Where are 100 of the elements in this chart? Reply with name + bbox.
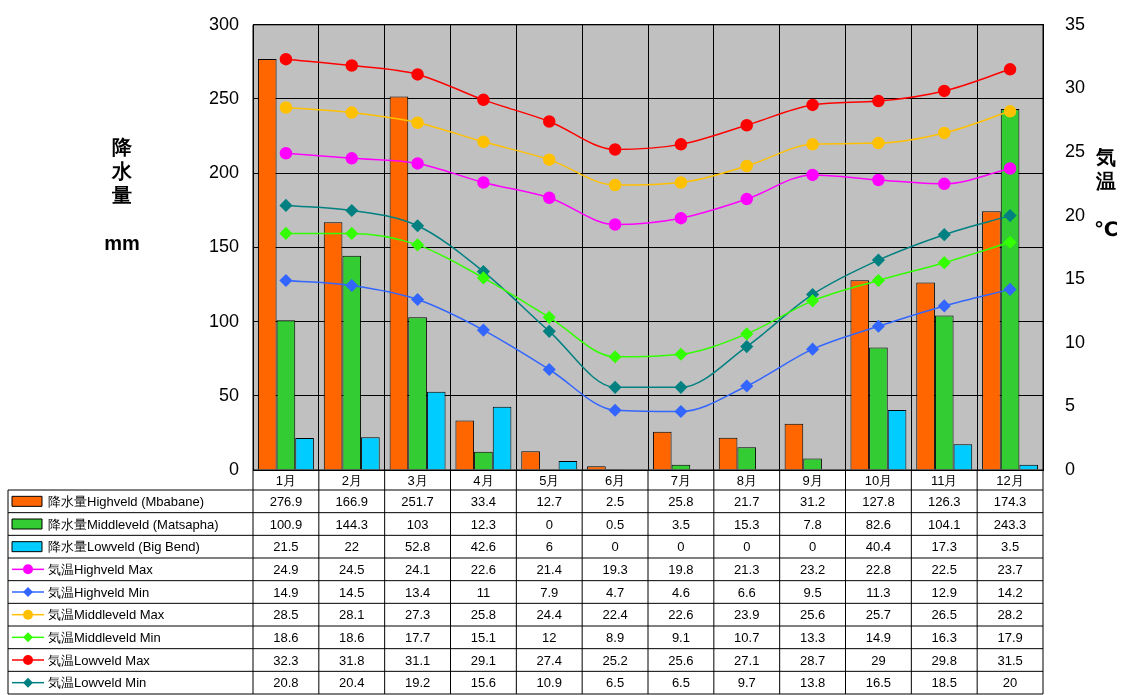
point — [543, 363, 556, 376]
y-tick-label: 150 — [208, 236, 239, 257]
point — [740, 159, 753, 173]
point — [938, 256, 951, 269]
data-label: 0 — [677, 539, 685, 555]
data-label: 24.4 — [536, 607, 562, 623]
x-tick-label: 2月 — [341, 473, 362, 489]
point — [674, 176, 688, 189]
point — [740, 192, 753, 206]
point — [1003, 63, 1017, 76]
data-label: 7.8 — [803, 516, 822, 532]
point — [872, 94, 885, 108]
data-label: 9.7 — [737, 675, 756, 691]
data-label: 17.7 — [404, 629, 431, 645]
data-label: 251.7 — [401, 493, 434, 509]
x-tick-label: 7月 — [670, 473, 692, 489]
data-label: 29.1 — [470, 652, 497, 668]
data-label: 28.7 — [799, 652, 826, 668]
point — [608, 178, 622, 192]
x-tick-label: 8月 — [736, 473, 757, 489]
point — [279, 101, 293, 114]
data-label: 25.7 — [865, 607, 892, 623]
point — [1003, 236, 1017, 249]
legend-label: 降水量Highveld (Mbabane) — [48, 493, 205, 509]
data-label: 15.6 — [470, 675, 497, 691]
legend-label: 降水量Middleveld (Matsapha) — [48, 516, 219, 532]
data-label: 28.2 — [997, 607, 1023, 623]
data-label: 17.9 — [997, 629, 1023, 645]
x-tick-label: 1月 — [275, 473, 297, 489]
data-label: 14.5 — [339, 584, 365, 600]
point — [1003, 105, 1017, 118]
data-label: 127.8 — [862, 493, 895, 509]
legend-label: 気温Middleveld Min — [48, 629, 161, 645]
data-label: 15.3 — [734, 516, 760, 532]
data-label: 25.6 — [668, 652, 694, 668]
point — [938, 126, 951, 140]
data-label: 12.7 — [536, 493, 562, 509]
data-label: 26.5 — [931, 607, 957, 623]
y-tick-label: 200 — [208, 162, 239, 183]
data-label: 42.6 — [470, 539, 497, 555]
point — [938, 299, 951, 313]
data-label: 3.5 — [1001, 539, 1020, 555]
y2-tick-label: 5 — [1065, 395, 1076, 416]
data-label: 12.3 — [470, 516, 497, 532]
point — [345, 227, 358, 240]
data-label: 13.4 — [404, 584, 431, 600]
data-label: 52.8 — [404, 539, 431, 555]
legend-label: 気温Lowveld Min — [48, 675, 147, 691]
legend-label: 気温Middleveld Max — [48, 607, 165, 623]
point — [279, 147, 293, 160]
data-label: 33.4 — [470, 493, 497, 509]
data-label: 11 — [476, 584, 491, 600]
data-label: 21.4 — [536, 561, 562, 577]
data-label: 2.5 — [606, 493, 625, 509]
point — [345, 204, 358, 217]
data-label: 31.5 — [997, 652, 1023, 668]
data-label: 25.8 — [668, 493, 694, 509]
point — [872, 136, 885, 150]
data-label: 103 — [406, 516, 429, 532]
data-label: 22.6 — [470, 561, 497, 577]
data-label: 27.3 — [404, 607, 431, 623]
data-label: 23.2 — [799, 561, 826, 577]
point — [345, 59, 358, 72]
x-tick-label: 12月 — [996, 473, 1024, 489]
y2-tick-label: 20 — [1065, 204, 1086, 225]
data-label: 0 — [808, 539, 817, 555]
data-label: 28.1 — [339, 607, 365, 623]
data-label: 13.8 — [799, 675, 826, 691]
point — [411, 238, 424, 252]
data-label: 23.9 — [734, 607, 760, 623]
data-label: 19.8 — [668, 561, 694, 577]
data-label: 8.9 — [606, 629, 625, 645]
data-label: 14.9 — [865, 629, 892, 645]
data-label: 0 — [545, 516, 553, 532]
point — [872, 320, 885, 333]
point — [806, 138, 819, 151]
x-tick-label: 9月 — [802, 473, 823, 489]
point — [1003, 283, 1017, 296]
point — [543, 153, 556, 166]
point — [806, 342, 819, 356]
data-label: 243.3 — [993, 516, 1027, 532]
point — [938, 228, 951, 241]
point — [872, 253, 885, 267]
y-tick-label: 50 — [218, 384, 239, 405]
data-label: 15.1 — [470, 629, 497, 645]
data-label: 32.3 — [273, 652, 299, 668]
legend-label: 降水量Lowveld (Big Bend) — [48, 539, 200, 555]
point — [938, 177, 951, 191]
data-label: 10.9 — [536, 675, 562, 691]
point — [806, 168, 819, 182]
legend-label: 気温Lowveld Max — [48, 652, 151, 668]
point — [477, 135, 490, 149]
data-label: 6 — [545, 539, 553, 555]
data-label: 10.7 — [734, 629, 760, 645]
data-label: 40.4 — [865, 539, 892, 555]
point — [411, 293, 424, 306]
point — [543, 115, 556, 128]
data-label: 21.7 — [734, 493, 760, 509]
data-label: 13.3 — [799, 629, 826, 645]
data-label: 21.3 — [734, 561, 760, 577]
